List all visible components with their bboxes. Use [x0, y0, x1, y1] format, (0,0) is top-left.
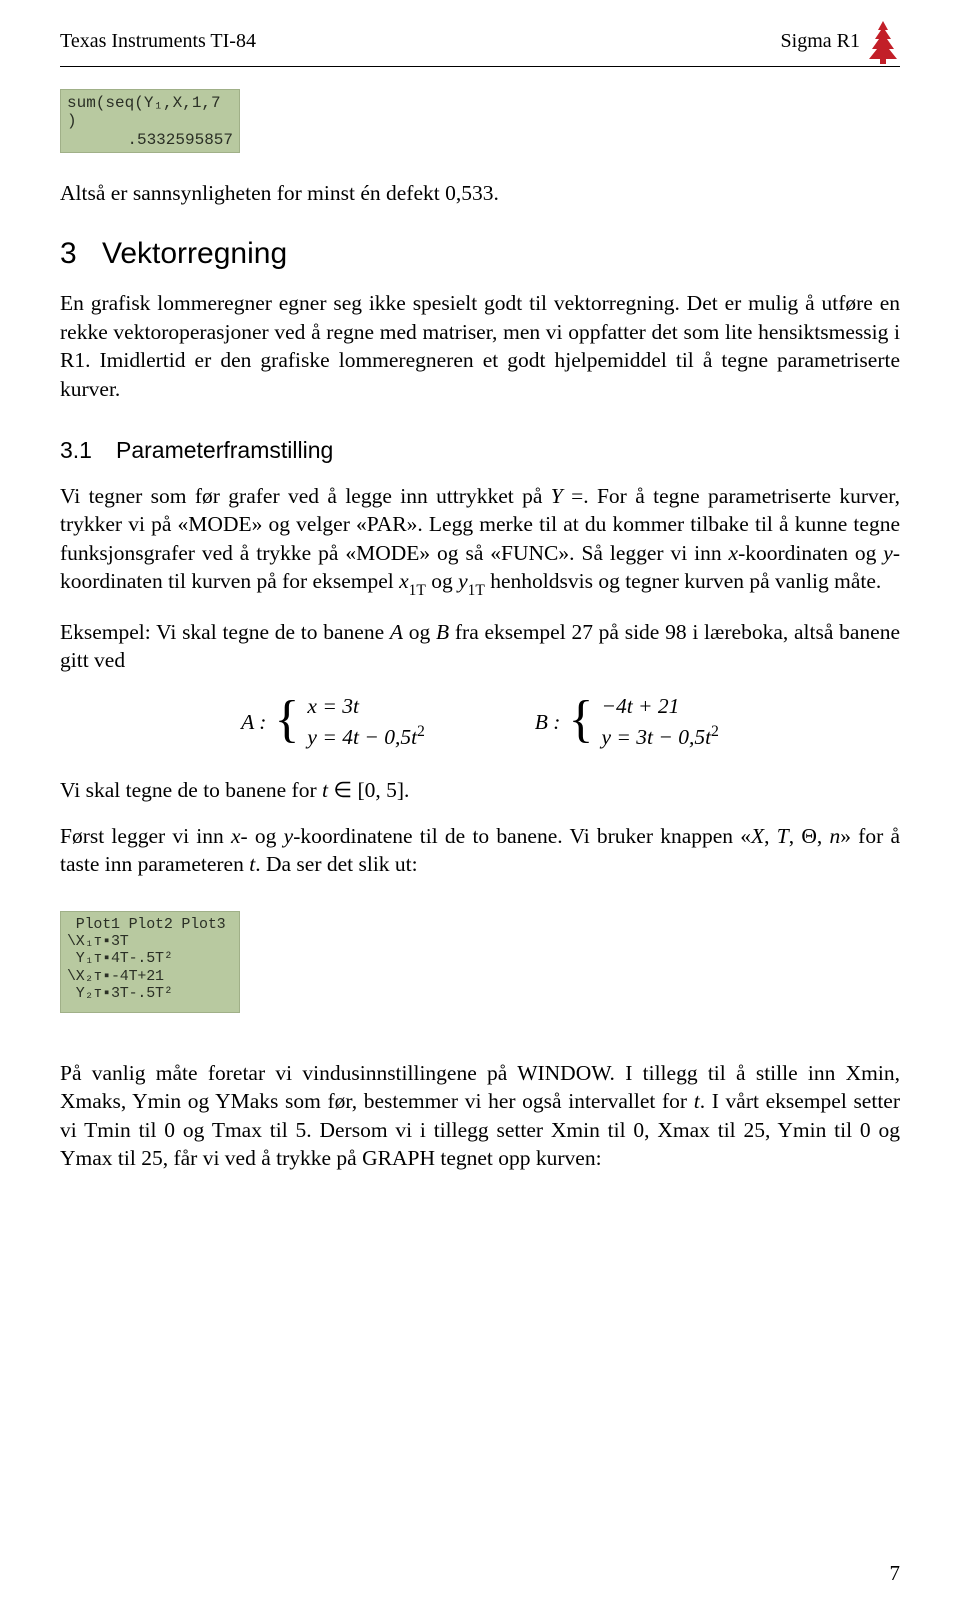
var-A: A: [390, 620, 403, 644]
eq-line: y = 3t − 0,5t2: [601, 722, 718, 752]
tree-icon: [866, 20, 900, 64]
lcd-line: Plot1 Plot2 Plot3: [67, 916, 225, 933]
eq-line: −4t + 21: [601, 692, 718, 721]
text: henholdsvis og tegner kurven på vanlig m…: [485, 569, 881, 593]
paragraph-p6: Først legger vi inn x- og y-koordinatene…: [60, 822, 900, 879]
text: -koordinatene til de to banene. Vi bruke…: [293, 824, 751, 848]
calculator-lcd-sum: sum(seq(Y₁,X,1,7 ) .5332595857: [60, 89, 240, 153]
var-x1T: x1T: [399, 569, 426, 593]
var-y: y: [883, 541, 893, 565]
equation-A: A : { x = 3t y = 4t − 0,5t2: [241, 692, 425, 751]
section-title: Vektorregning: [102, 237, 287, 270]
paragraph-p4: Eksempel: Vi skal tegne de to banene A o…: [60, 618, 900, 675]
lcd-result: .5332595857: [67, 131, 233, 149]
section-num: 3: [60, 237, 102, 271]
text: Eksempel: Vi skal tegne de to banene: [60, 620, 390, 644]
var-x: x: [729, 541, 739, 565]
paragraph-p5: Vi skal tegne de to banene for t ∈ [0, 5…: [60, 776, 900, 804]
paragraph-p3: Vi tegner som før grafer ved å legge inn…: [60, 482, 900, 600]
paragraph: Altså er sannsynligheten for minst én de…: [60, 179, 900, 207]
lcd-line: ): [67, 112, 77, 130]
header-left: Texas Instruments TI-84: [60, 30, 256, 53]
var-T: T: [777, 824, 789, 848]
page-header: Texas Instruments TI-84 Sigma R1: [60, 30, 900, 67]
equation-B: B : { −4t + 21 y = 3t − 0,5t2: [535, 692, 719, 751]
text: Vi tegner som før grafer ved å legge inn…: [60, 484, 551, 508]
text: -koordinaten og: [738, 541, 883, 565]
eq-label: A :: [241, 710, 266, 735]
paragraph-p7: På vanlig måte foretar vi vindusinnstill…: [60, 1059, 900, 1173]
var-x: x: [231, 824, 241, 848]
lcd-line: \X₂ᴛ▪-4T+21: [67, 968, 164, 985]
section-heading-31: 3.1Parameterframstilling: [60, 437, 900, 464]
exp: 2: [711, 723, 719, 740]
brace-icon: {: [274, 697, 299, 744]
exp: 2: [417, 723, 425, 740]
calculator-lcd-plot: Plot1 Plot2 Plot3 \X₁ᴛ▪3T Y₁ᴛ▪4T-.5T² \X…: [60, 911, 240, 1013]
section-num: 3.1: [60, 437, 116, 464]
lcd-line: \X₁ᴛ▪3T: [67, 933, 129, 950]
text: y = 4t − 0,5t: [307, 725, 417, 749]
text: og: [403, 620, 436, 644]
var-y: y: [284, 824, 294, 848]
var-n: n: [829, 824, 840, 848]
header-right: Sigma R1: [781, 30, 900, 64]
text: Først legger vi inn: [60, 824, 231, 848]
lcd-line: Y₂ᴛ▪3T-.5T²: [67, 985, 173, 1002]
lcd-line: sum(seq(Y₁,X,1,7: [67, 94, 221, 112]
var-B: B: [436, 620, 449, 644]
eq-lines: −4t + 21 y = 3t − 0,5t2: [601, 692, 718, 751]
var-X: X: [751, 824, 764, 848]
eq-line: x = 3t: [307, 692, 424, 721]
section-title: Parameterframstilling: [116, 437, 333, 463]
eq-label: B :: [535, 710, 561, 735]
eq-lines: x = 3t y = 4t − 0,5t2: [307, 692, 424, 751]
section-heading-3: 3Vektorregning: [60, 237, 900, 271]
text: - og: [241, 824, 284, 848]
text: ∈ [0, 5].: [328, 778, 409, 802]
text: og: [426, 569, 458, 593]
page-number: 7: [890, 1561, 901, 1586]
header-right-text: Sigma R1: [781, 30, 860, 53]
text: Vi skal tegne de to banene for: [60, 778, 322, 802]
text: y = 3t − 0,5t: [601, 725, 711, 749]
text: . Da ser det slik ut:: [255, 852, 417, 876]
text: , Θ,: [789, 824, 830, 848]
paragraph: En grafisk lommeregner egner seg ikke sp…: [60, 289, 900, 403]
brace-icon: {: [568, 697, 593, 744]
var-y1T: y1T: [458, 569, 485, 593]
lcd-line: Y₁ᴛ▪4T-.5T²: [67, 950, 173, 967]
equation-block: A : { x = 3t y = 4t − 0,5t2 B : { −4t + …: [60, 692, 900, 751]
eq-line: y = 4t − 0,5t2: [307, 722, 424, 752]
var-Y: Y: [551, 484, 563, 508]
